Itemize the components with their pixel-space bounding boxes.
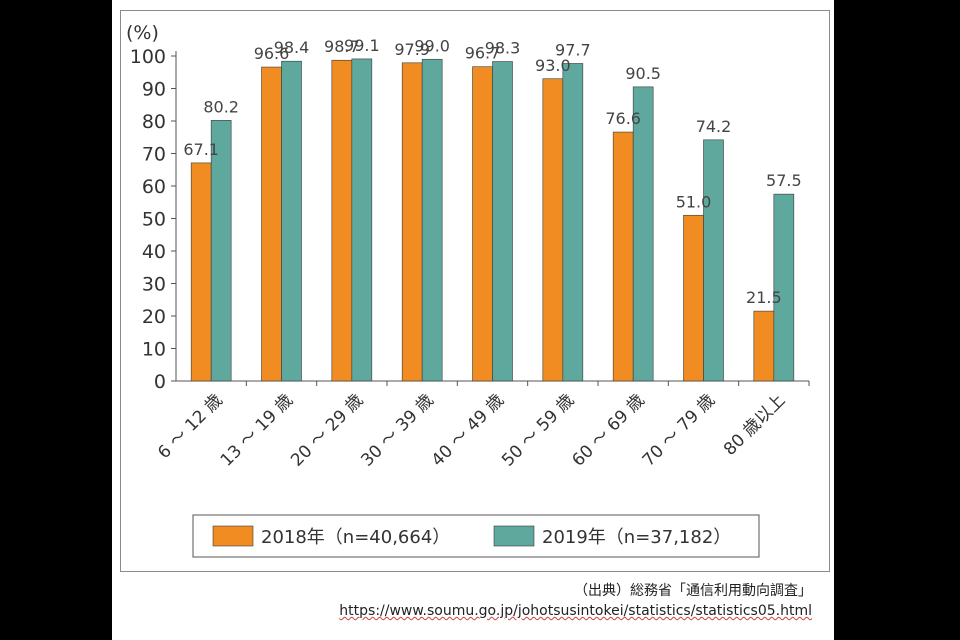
y-tick-label: 40 xyxy=(142,241,166,263)
value-label-2018: 51.0 xyxy=(676,192,712,211)
y-tick-label: 10 xyxy=(142,339,166,361)
y-axis-label: (%) xyxy=(126,22,159,44)
legend-swatch-2018 xyxy=(212,525,254,547)
y-tick-label: 80 xyxy=(142,111,166,133)
bar-2019 xyxy=(703,139,724,382)
bar-2019 xyxy=(492,61,513,382)
legend-label-2019: 2019年（n=37,182） xyxy=(542,527,731,548)
chart-frame: (%) 0 10 20 30 40 50 60 70 80 90 100 67.1 80.2 96.6 9… xyxy=(120,10,830,572)
value-label-2019: 74.2 xyxy=(696,117,732,136)
bar-2018 xyxy=(261,66,282,382)
value-label-2019: 99.1 xyxy=(344,36,380,55)
bar-2019 xyxy=(210,120,232,382)
value-label-2019: 98.3 xyxy=(485,39,521,58)
y-tick-label: 100 xyxy=(130,46,166,68)
source-url[interactable]: https://www.soumu.go.jp/johotsusintokei/… xyxy=(339,603,812,619)
y-tick-label: 70 xyxy=(142,144,166,166)
bar-2019 xyxy=(421,58,443,382)
bar-2018 xyxy=(683,214,704,382)
bar-2018 xyxy=(612,131,634,382)
value-label-2018: 76.6 xyxy=(605,109,641,128)
bar-2018 xyxy=(753,310,775,382)
x-category-label: 6 ～ 12 歳 xyxy=(154,390,227,463)
bar-2018 xyxy=(331,59,353,382)
legend: 2018年（n=40,664） 2019年（n=37,182） xyxy=(192,514,760,558)
y-tick-label: 90 xyxy=(142,79,166,101)
value-label-2019: 97.7 xyxy=(555,40,591,59)
source-caption: （出典）総務省「通信利用動向調査」 xyxy=(574,583,812,599)
x-category-label: 70 ～ 79 歳 xyxy=(639,390,719,470)
bar-2019 xyxy=(773,193,795,382)
value-label-2019: 90.5 xyxy=(625,64,661,83)
x-category-label: 60 ～ 69 歳 xyxy=(568,390,648,470)
bar-2018 xyxy=(190,162,212,382)
source-url-text[interactable]: https://www.soumu.go.jp/johotsusintokei/… xyxy=(339,603,812,619)
value-label-2019: 80.2 xyxy=(203,97,239,116)
y-tick-label: 30 xyxy=(142,274,166,296)
bar-2018 xyxy=(472,66,493,382)
value-label-2018: 96.7 xyxy=(465,44,501,63)
bar-2019 xyxy=(351,58,373,382)
value-label-2018: 96.6 xyxy=(254,44,290,63)
y-tick-label: 0 xyxy=(154,371,166,393)
x-category-label: 30 ～ 39 歳 xyxy=(357,390,437,470)
x-category-label: 40 ～ 49 歳 xyxy=(428,390,508,470)
value-label-2018: 97.9 xyxy=(394,40,430,59)
bar-2019 xyxy=(632,86,654,382)
x-category-label: 50 ～ 59 歳 xyxy=(498,390,578,470)
x-category-label: 13 ～ 19 歳 xyxy=(217,390,297,470)
value-label-2018: 98.7 xyxy=(324,37,360,56)
x-category-label: 80 歳以上 xyxy=(720,390,789,459)
legend-swatch-2019 xyxy=(493,525,535,547)
value-label-2018: 67.1 xyxy=(183,140,219,159)
value-label-2018: 93.0 xyxy=(535,56,571,75)
y-tick-label: 20 xyxy=(142,306,166,328)
bar-2019 xyxy=(281,60,302,382)
y-tick-label: 60 xyxy=(142,176,166,198)
legend-box xyxy=(192,514,760,558)
value-label-2018: 21.5 xyxy=(746,288,782,307)
x-category-label: 20 ～ 29 歳 xyxy=(287,390,367,470)
bar-2019 xyxy=(562,63,584,382)
value-label-2019: 99.0 xyxy=(414,36,450,55)
value-label-2019: 57.5 xyxy=(766,171,802,190)
legend-label-2018: 2018年（n=40,664） xyxy=(261,527,450,548)
y-tick-label: 50 xyxy=(142,209,166,231)
bar-2018 xyxy=(542,78,564,382)
value-label-2019: 98.4 xyxy=(274,38,310,57)
bar-2018 xyxy=(401,62,423,382)
